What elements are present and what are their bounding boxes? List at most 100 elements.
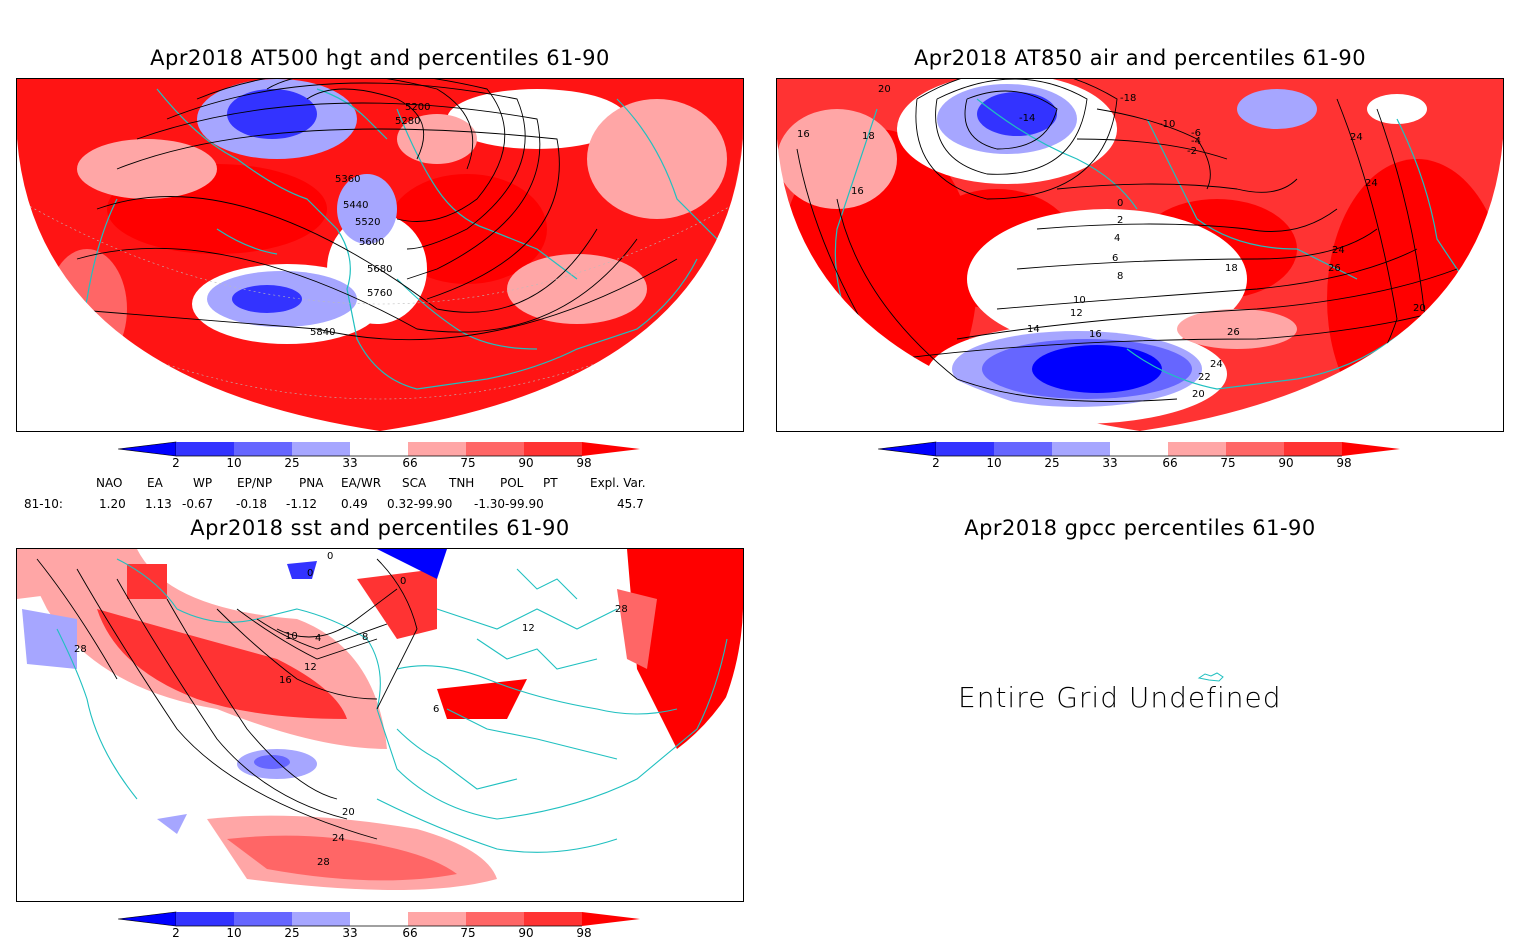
contour-label-5200: 5200 [405, 102, 430, 113]
contour-label: 28 [74, 644, 87, 655]
colorbar-hgt500 [117, 440, 643, 462]
contour-label: 22 [1198, 372, 1211, 383]
map-hgt500: 5200 5280 5360 5440 5520 5600 5680 5760 … [17, 79, 743, 431]
colorbar-tick: 33 [342, 456, 358, 470]
colorbar-tick: 98 [1336, 456, 1352, 470]
contour-label: 2 [1117, 215, 1123, 226]
contour-label: 4 [1114, 233, 1120, 244]
colorbar-segment [1226, 442, 1284, 456]
colorbar-segment [117, 911, 177, 927]
colorbar-tick: 98 [576, 456, 592, 470]
contour-label: 8 [362, 632, 368, 643]
index-header: WP [193, 476, 213, 490]
map-fragment [1197, 672, 1224, 682]
contour-label-5760: 5760 [367, 288, 392, 299]
colorbar-tick: 10 [226, 456, 242, 470]
map-sst: 0 0 0 28 4 8 10 12 16 20 24 28 28 12 6 [17, 549, 743, 901]
colorbar-tick: 66 [402, 926, 418, 940]
contour-label: 20 [1192, 389, 1205, 400]
contour-label: 26 [1227, 327, 1240, 338]
contour-label-5280: 5280 [395, 116, 420, 127]
index-header: EP/NP [237, 476, 273, 490]
panel-title-air850: Apr2018 AT850 air and percentiles 61-90 [913, 46, 1367, 70]
coastlines [56, 558, 728, 853]
colorbar-tick: 2 [932, 456, 940, 470]
colorbar-tick: 66 [402, 456, 418, 470]
contour-labels: 0 0 0 28 4 8 10 12 16 20 24 28 28 12 6 [74, 551, 628, 868]
colorbar-segment [176, 912, 234, 926]
colorbar-tick: 90 [518, 456, 534, 470]
contour-labels: 5200 5280 5360 5440 5520 5600 5680 5760 … [310, 102, 430, 338]
colorbar-tick: 90 [518, 926, 534, 940]
contour-label: -10 [1159, 119, 1175, 130]
contour-label: 26 [1328, 263, 1341, 274]
contour-label: 20 [878, 84, 891, 95]
map-panel-sst: 0 0 0 28 4 8 10 12 16 20 24 28 28 12 6 [16, 548, 744, 902]
map-panel-air850: 20 18 16 16 -14 -18 -10 -6 -4 -2 0 2 4 6… [776, 78, 1504, 432]
contour-label: -18 [1120, 93, 1136, 104]
colorbar-tick: 66 [1162, 456, 1178, 470]
colorbar-segment [117, 441, 177, 457]
colorbar-segment [292, 442, 350, 456]
contour-label: 14 [1027, 324, 1040, 335]
contour-label: 16 [279, 675, 292, 686]
index-value: -0.18 [236, 497, 268, 511]
colorbar-tick: 75 [460, 456, 476, 470]
colorbar-segment [1052, 442, 1110, 456]
contour-label: 6 [1112, 253, 1118, 264]
panel-title-sst: Apr2018 sst and percentiles 61-90 [190, 516, 570, 540]
contour-label: 16 [851, 186, 864, 197]
colorbar-tick: 75 [1220, 456, 1236, 470]
index-header: NAO [96, 476, 123, 490]
colorbar-segment [1342, 442, 1400, 456]
contour-label: -2 [1187, 146, 1197, 157]
colorbar-tick: 10 [986, 456, 1002, 470]
contour-label: 10 [285, 631, 298, 642]
colorbar-segment [994, 442, 1052, 456]
index-header: EA/WR [341, 476, 382, 490]
colorbar-segment [408, 442, 466, 456]
colorbar-segment [877, 441, 937, 457]
contour-label: -6 [1191, 128, 1201, 139]
index-header: POL [500, 476, 524, 490]
colorbar-tick: 2 [172, 926, 180, 940]
colorbar-tick: 98 [576, 926, 592, 940]
contour-label: 28 [317, 857, 330, 868]
index-value: 1.20 [99, 497, 126, 511]
colorbar-segment [1168, 442, 1226, 456]
contour-label-5680: 5680 [367, 264, 392, 275]
contour-label: 6 [433, 704, 439, 715]
colorbar-segment [582, 442, 640, 456]
panel-title-hgt500: Apr2018 AT500 hgt and percentiles 61-90 [150, 46, 610, 70]
index-value: 0.32-99.90 [387, 497, 453, 511]
index-header: PNA [299, 476, 324, 490]
index-header: TNH [449, 476, 475, 490]
contour-label: 12 [304, 662, 317, 673]
colorbar-air850 [877, 440, 1403, 462]
contour-label: 24 [1332, 245, 1345, 256]
colorbar-tick: 10 [226, 926, 242, 940]
contour-label: 18 [1225, 263, 1238, 274]
contour-label: 18 [862, 131, 875, 142]
colorbar-segment [582, 912, 640, 926]
coastlines [834, 98, 1478, 390]
contour-label: 24 [1350, 132, 1363, 143]
colorbar-segment [466, 912, 524, 926]
index-header: Expl. Var. [590, 476, 646, 490]
colorbar-tick: 33 [342, 926, 358, 940]
colorbar-segment [234, 912, 292, 926]
colorbar-tick: 25 [1044, 456, 1060, 470]
contour-label-5520: 5520 [355, 217, 380, 228]
colorbar-segment [524, 442, 582, 456]
colorbar-segment [1284, 442, 1342, 456]
contour-label: 10 [1073, 295, 1086, 306]
contour-label: 28 [615, 604, 628, 615]
map-panel-hgt500: 5200 5280 5360 5440 5520 5600 5680 5760 … [16, 78, 744, 432]
contour-label: 16 [1089, 329, 1102, 340]
contour-label-5600: 5600 [359, 237, 384, 248]
contour-label: 20 [1413, 303, 1426, 314]
contour-label-5840: 5840 [310, 327, 335, 338]
contour-labels: 20 18 16 16 -14 -18 -10 -6 -4 -2 0 2 4 6… [797, 84, 1426, 400]
contour-label: 0 [400, 576, 406, 587]
colorbar-tick: 2 [172, 456, 180, 470]
